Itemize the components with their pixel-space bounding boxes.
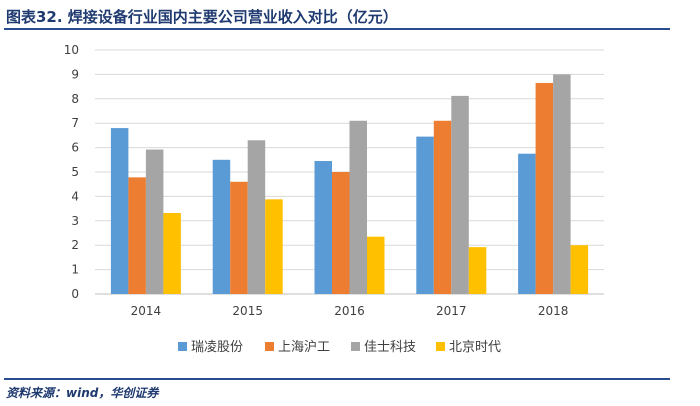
bar	[314, 161, 332, 294]
y-tick-label: 3	[71, 214, 79, 228]
y-tick-label: 4	[71, 189, 79, 203]
y-tick-label: 9	[71, 67, 79, 81]
x-tick-label: 2014	[131, 304, 162, 318]
bar	[451, 95, 469, 294]
x-tick-label: 2018	[538, 304, 569, 318]
legend-swatch	[178, 342, 187, 351]
y-tick-label: 10	[64, 43, 79, 57]
bar	[128, 177, 146, 294]
bar	[468, 247, 487, 294]
y-tick-label: 1	[71, 263, 79, 277]
x-tick-label: 2016	[334, 304, 365, 318]
legend-label: 佳士科技	[364, 340, 416, 355]
y-tick-label: 5	[71, 165, 79, 179]
legend-swatch	[436, 342, 445, 351]
report-header: 图表32. 焊接设备行业国内主要公司营业收入对比（亿元）	[0, 0, 700, 30]
footer-rule	[4, 378, 670, 380]
header-rule	[4, 28, 670, 30]
legend-swatch	[351, 342, 360, 351]
bar	[163, 212, 181, 294]
bar	[570, 245, 589, 294]
bar-chart: 0 1 2 3 4 5 6 7 8 9 10 2014 2015 2016 2017 2018 瑞凌股份 上海沪工…	[64, 43, 604, 355]
bar	[553, 74, 571, 295]
bar	[349, 120, 367, 294]
legend-label: 北京时代	[449, 340, 501, 355]
bar	[247, 140, 266, 294]
bar	[212, 159, 231, 294]
legend-label: 瑞凌股份	[191, 340, 243, 355]
bar	[110, 128, 129, 294]
y-tick-label: 2	[71, 238, 79, 252]
bar	[145, 149, 164, 294]
bar	[433, 120, 452, 294]
bar	[367, 236, 385, 294]
bar	[230, 181, 248, 294]
legend-label: 上海沪工	[278, 339, 330, 355]
x-tick-label: 2015	[232, 304, 263, 318]
source-note: 资料来源：wind，华创证券	[6, 386, 159, 400]
bar	[518, 153, 536, 294]
y-tick-label: 8	[71, 92, 79, 106]
legend-swatch	[265, 342, 274, 351]
y-tick-label: 7	[71, 116, 79, 130]
bar	[416, 136, 434, 294]
bar	[332, 172, 350, 294]
y-tick-label: 6	[71, 141, 79, 155]
x-tick-label: 2017	[436, 304, 467, 318]
bar	[535, 82, 554, 294]
bar	[265, 199, 283, 294]
y-tick-label: 0	[71, 287, 79, 301]
figure-title: 图表32. 焊接设备行业国内主要公司营业收入对比（亿元）	[6, 8, 398, 26]
